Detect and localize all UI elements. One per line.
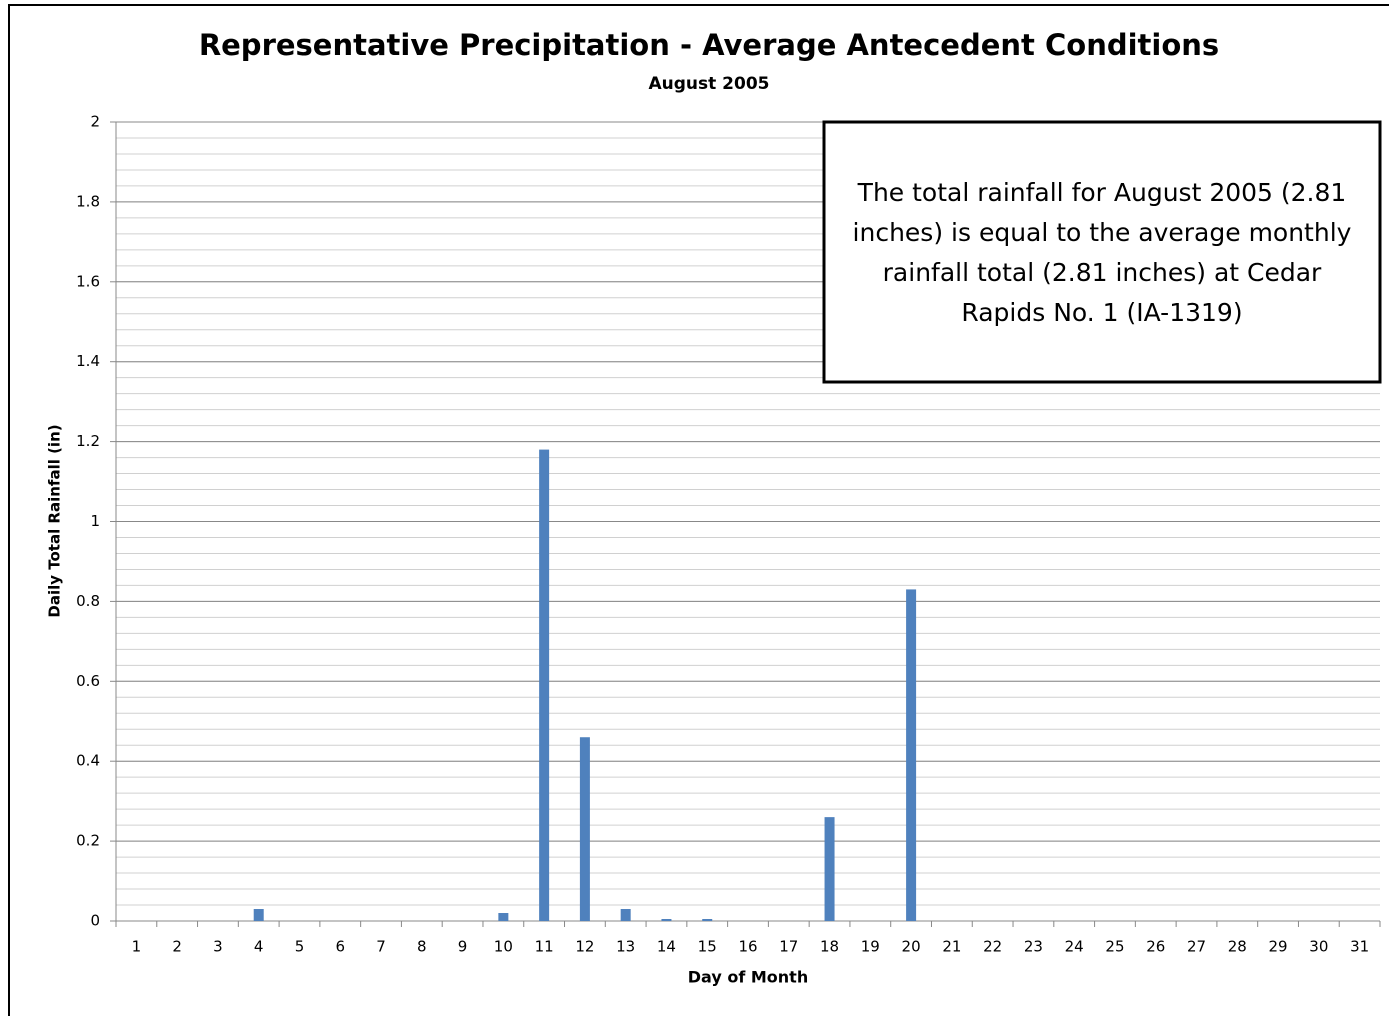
x-tick-label: 26 bbox=[1146, 938, 1165, 956]
x-axis-label: Day of Month bbox=[688, 968, 808, 987]
x-tick-label: 23 bbox=[1024, 938, 1043, 956]
bar bbox=[498, 913, 509, 921]
x-tick-label: 11 bbox=[535, 938, 554, 956]
bar bbox=[579, 737, 590, 921]
x-tick-label: 28 bbox=[1228, 938, 1247, 956]
y-tick-label: 1.8 bbox=[76, 192, 100, 210]
y-tick-label: 0.6 bbox=[76, 672, 100, 690]
bar bbox=[702, 919, 713, 921]
x-tick-label: 7 bbox=[376, 938, 386, 956]
y-tick-label: 1.2 bbox=[76, 432, 100, 450]
x-tick-label: 16 bbox=[738, 938, 757, 956]
y-tick-label: 1.6 bbox=[76, 272, 100, 290]
frame bbox=[8, 4, 1389, 1016]
x-tick-label: 20 bbox=[902, 938, 921, 956]
x-tick-label: 27 bbox=[1187, 938, 1206, 956]
y-tick-label: 0.2 bbox=[76, 832, 100, 850]
x-tick-label: 18 bbox=[820, 938, 839, 956]
x-tick-label: 1 bbox=[132, 938, 142, 956]
y-tick-label: 1.4 bbox=[76, 352, 100, 370]
x-tick-label: 3 bbox=[213, 938, 223, 956]
x-tick-label: 12 bbox=[575, 938, 594, 956]
bar bbox=[620, 909, 631, 921]
annotation-line: inches) is equal to the average monthly bbox=[853, 218, 1352, 247]
x-tick-label: 31 bbox=[1350, 938, 1369, 956]
chart-title: Representative Precipitation - Average A… bbox=[199, 28, 1219, 62]
bar bbox=[906, 589, 917, 921]
x-tick-label: 21 bbox=[942, 938, 961, 956]
annotation-line: The total rainfall for August 2005 (2.81 bbox=[857, 178, 1347, 207]
y-tick-label: 0.4 bbox=[76, 752, 100, 770]
x-tick-label: 4 bbox=[254, 938, 264, 956]
x-tick-label: 22 bbox=[983, 938, 1002, 956]
chart-subtitle: August 2005 bbox=[648, 74, 769, 94]
x-tick-label: 9 bbox=[458, 938, 468, 956]
x-tick-label: 14 bbox=[657, 938, 676, 956]
x-tick-label: 30 bbox=[1309, 938, 1328, 956]
bar bbox=[661, 919, 672, 921]
x-tick-label: 2 bbox=[172, 938, 182, 956]
y-tick-label: 1 bbox=[90, 512, 100, 530]
x-tick-label: 24 bbox=[1065, 938, 1084, 956]
annotation-box bbox=[822, 120, 1382, 384]
x-tick-label: 10 bbox=[494, 938, 513, 956]
x-tick-label: 5 bbox=[295, 938, 305, 956]
x-tick-label: 13 bbox=[616, 938, 635, 956]
y-tick-label: 0.8 bbox=[76, 592, 100, 610]
bar bbox=[539, 449, 550, 921]
x-tick-label: 6 bbox=[335, 938, 345, 956]
bar bbox=[824, 817, 835, 921]
x-tick-label: 25 bbox=[1105, 938, 1124, 956]
x-tick-label: 19 bbox=[861, 938, 880, 956]
x-tick-label: 15 bbox=[698, 938, 717, 956]
y-tick-label: 2 bbox=[90, 113, 100, 131]
annotation-line: rainfall total (2.81 inches) at Cedar bbox=[883, 258, 1322, 287]
annotation-line: Rapids No. 1 (IA-1319) bbox=[961, 298, 1242, 327]
bar bbox=[253, 909, 264, 921]
y-tick-label: 0 bbox=[90, 912, 100, 930]
x-tick-label: 8 bbox=[417, 938, 427, 956]
x-tick-label: 17 bbox=[779, 938, 798, 956]
y-axis-label: Daily Total Rainfall (in) bbox=[46, 424, 64, 617]
x-tick-label: 29 bbox=[1269, 938, 1288, 956]
